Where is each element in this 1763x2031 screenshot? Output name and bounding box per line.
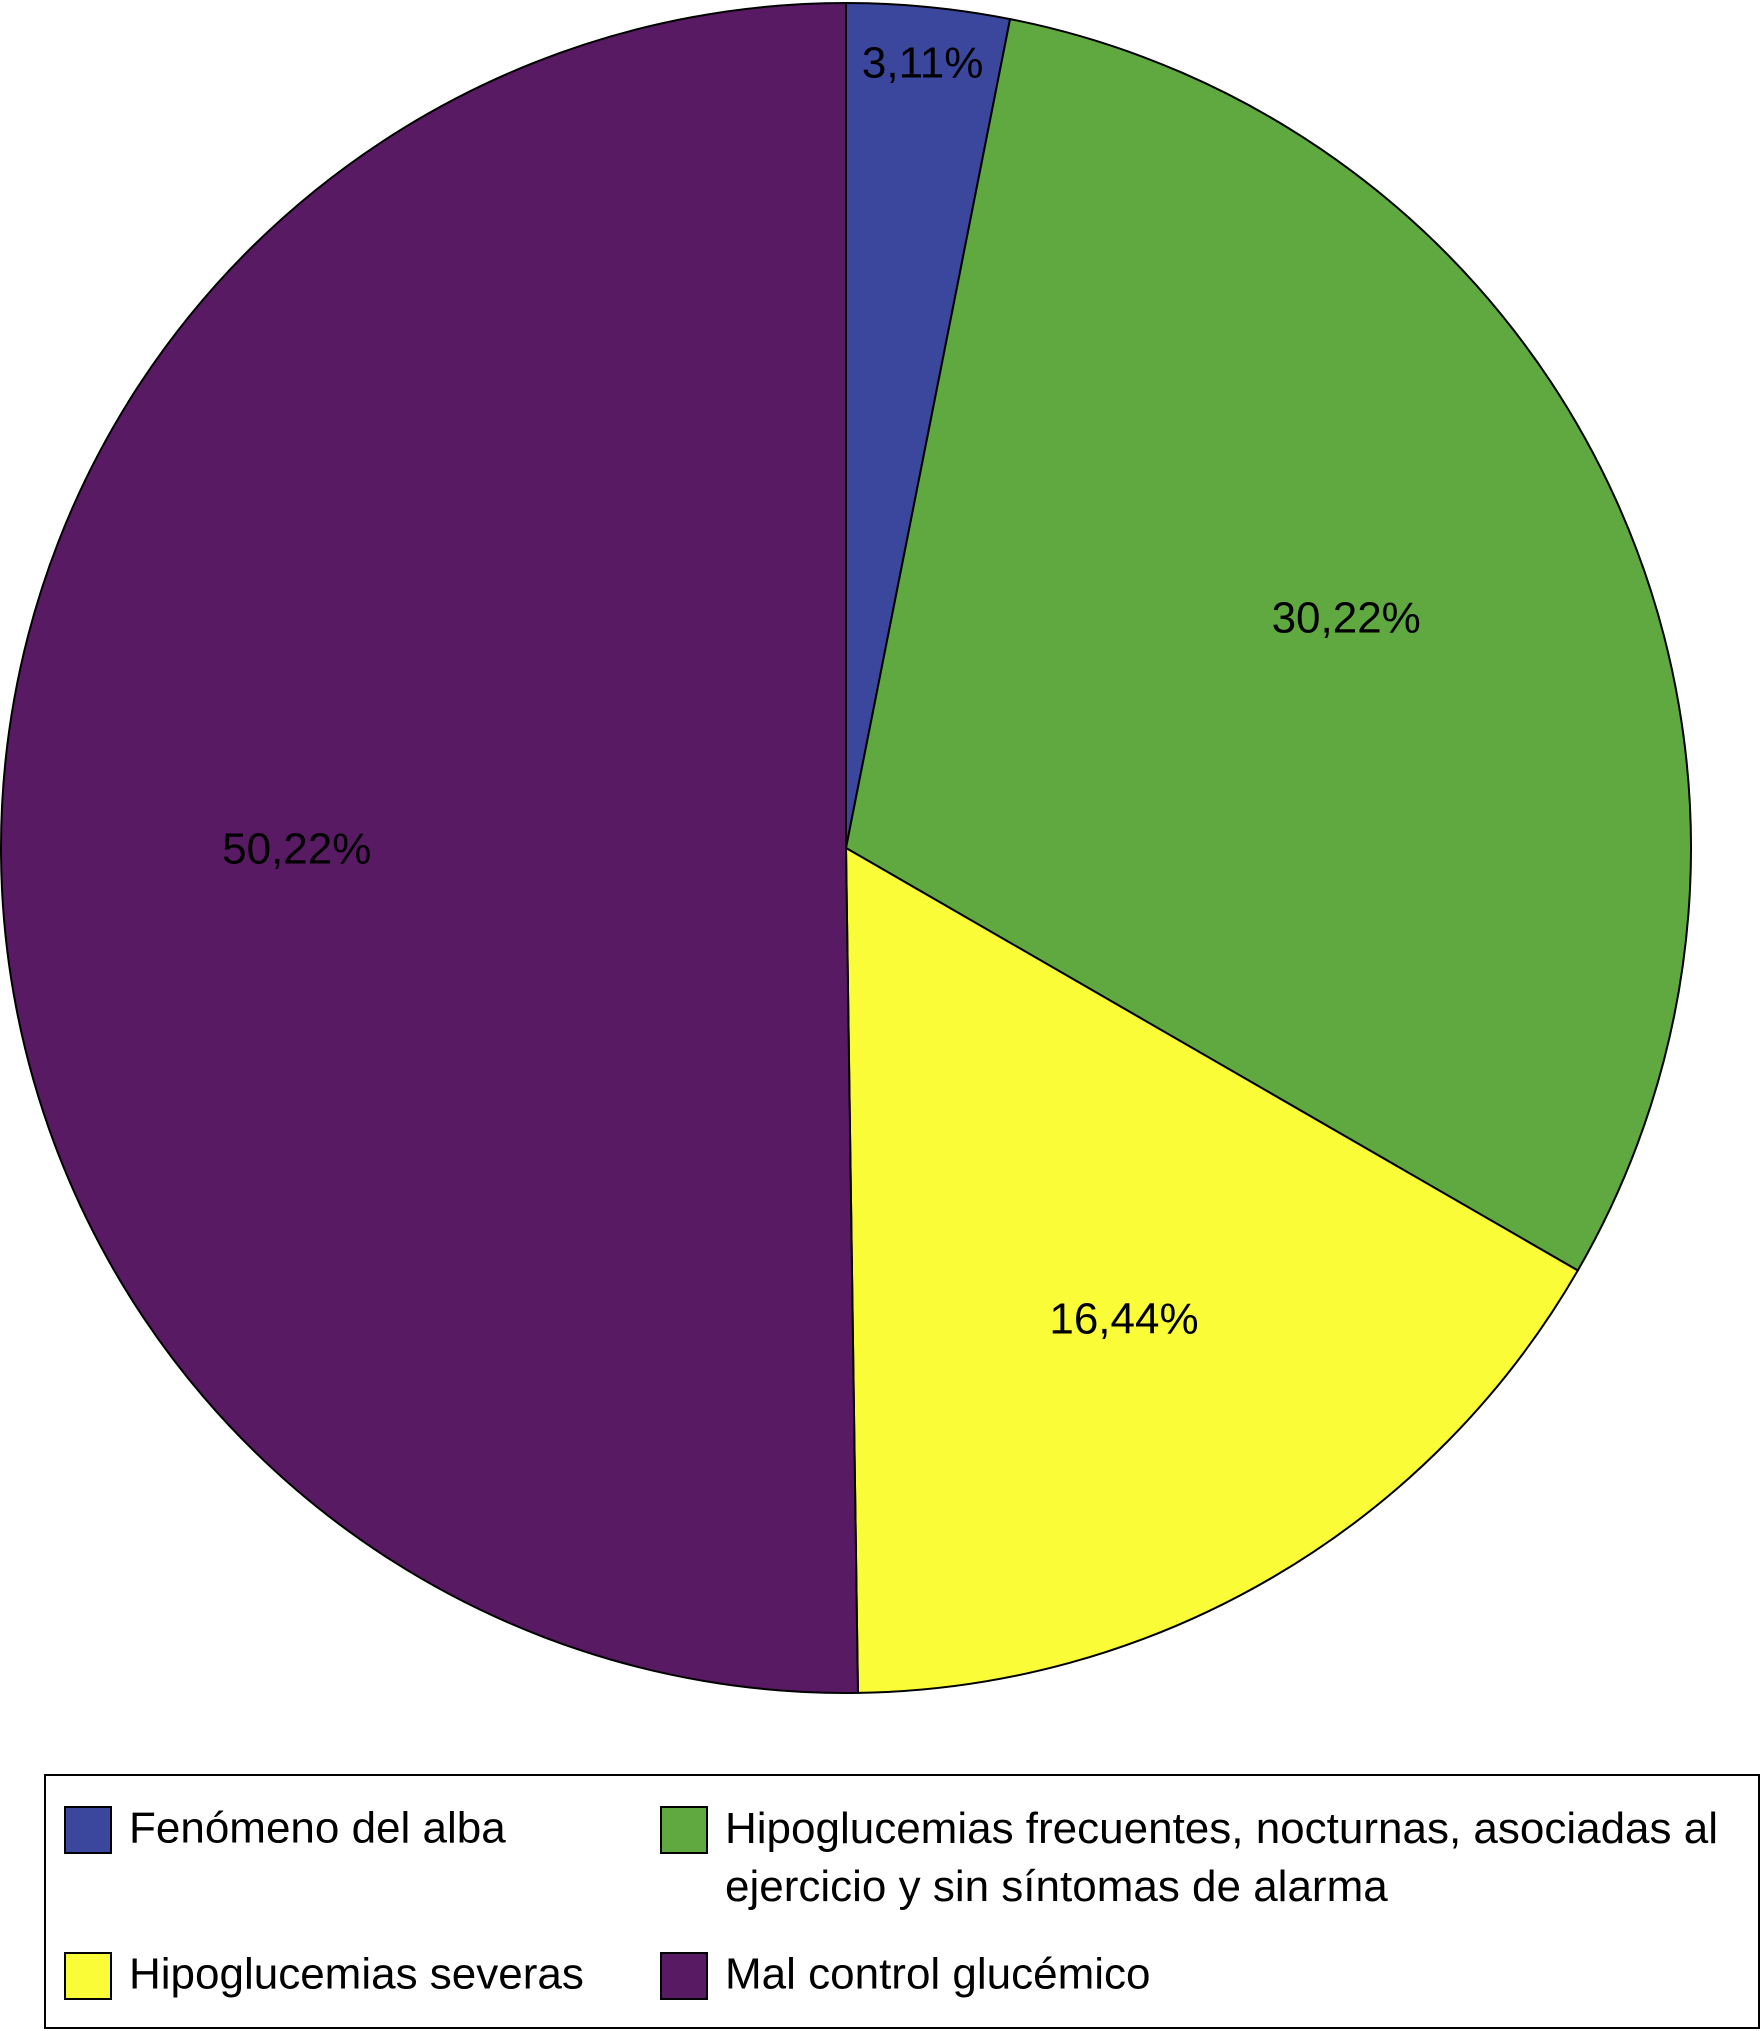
legend-label: Hipoglucemias frecuentes, nocturnas, aso… [725, 1804, 1718, 1911]
data-label: 30,22% [1272, 594, 1421, 643]
legend-swatch [660, 1806, 708, 1854]
pie-slice [844, 17, 1692, 1272]
legend-swatch [660, 1952, 708, 2000]
pie-slice [844, 846, 1580, 1694]
legend-label: Mal control glucémico [725, 1950, 1151, 1999]
data-label: 50,22% [222, 825, 371, 874]
legend-swatch [64, 1806, 112, 1854]
data-label: 16,44% [1049, 1294, 1198, 1343]
pie-slice [0, 1, 859, 1694]
legend-label: Hipoglucemias severas [129, 1950, 584, 1999]
legend-swatch [64, 1952, 112, 2000]
legend-box [44, 1774, 1760, 2029]
legend-label: Fenómeno del alba [129, 1804, 506, 1853]
data-label: 3,11% [862, 39, 984, 88]
